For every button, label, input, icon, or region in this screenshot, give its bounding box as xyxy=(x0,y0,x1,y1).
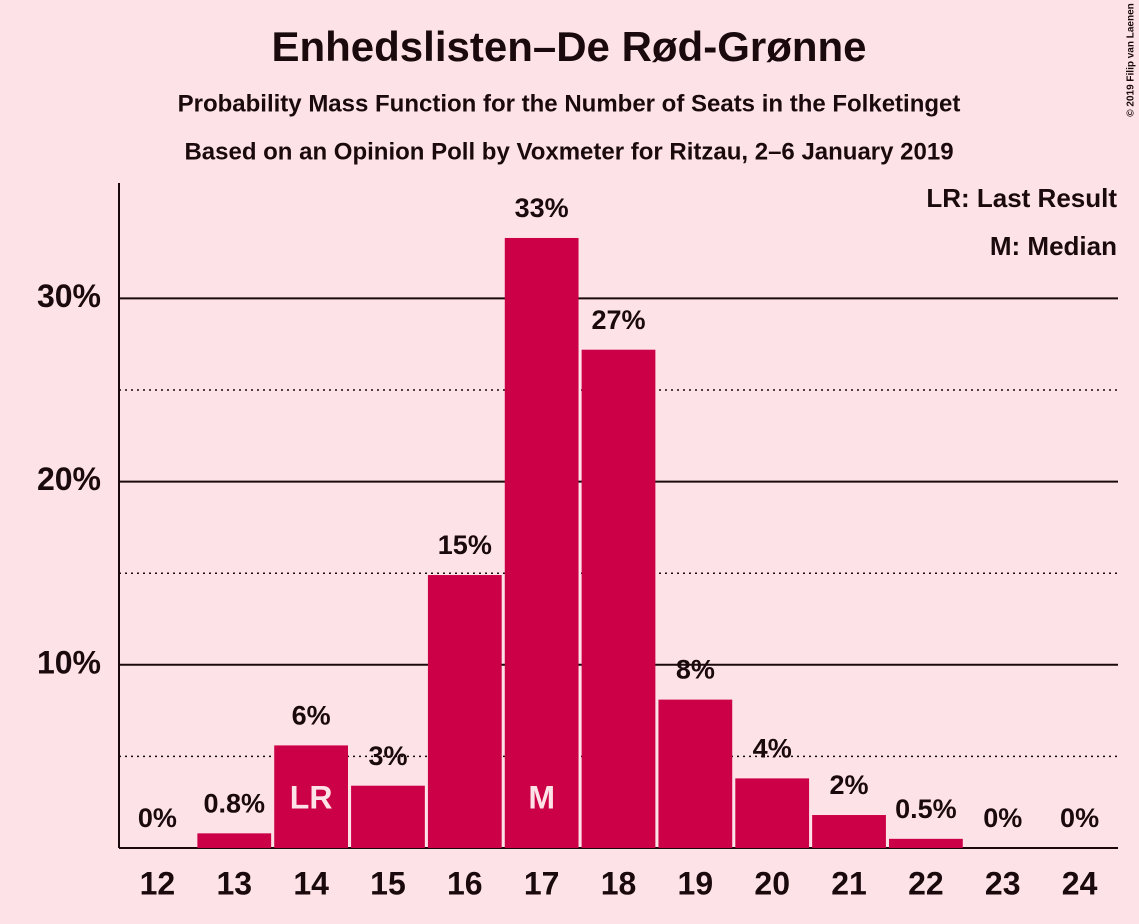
x-tick-label: 12 xyxy=(140,865,176,901)
value-label: 3% xyxy=(368,741,407,771)
bar xyxy=(658,699,733,848)
value-label: 0% xyxy=(138,803,177,833)
value-label: 33% xyxy=(515,193,569,223)
x-tick-label: 22 xyxy=(908,865,944,901)
x-tick-label: 17 xyxy=(524,865,560,901)
x-tick-label: 21 xyxy=(831,865,867,901)
chart-subtitle: Based on an Opinion Poll by Voxmeter for… xyxy=(184,138,953,165)
bar xyxy=(274,745,349,848)
y-tick-label: 10% xyxy=(37,644,101,680)
bar xyxy=(888,838,963,848)
value-label: 0% xyxy=(983,803,1022,833)
value-label: 2% xyxy=(830,770,869,800)
x-tick-label: 18 xyxy=(601,865,637,901)
x-tick-label: 24 xyxy=(1062,865,1098,901)
value-label: 27% xyxy=(591,305,645,335)
x-tick-label: 19 xyxy=(678,865,714,901)
bar-annotation: M xyxy=(528,779,555,815)
value-label: 0% xyxy=(1060,803,1099,833)
value-label: 15% xyxy=(438,530,492,560)
chart-title: Enhedslisten–De Rød-Grønne xyxy=(271,23,866,70)
y-tick-label: 30% xyxy=(37,278,101,314)
bar xyxy=(735,778,810,848)
x-tick-label: 16 xyxy=(447,865,483,901)
x-tick-label: 20 xyxy=(754,865,790,901)
value-label: 0.5% xyxy=(895,794,957,824)
x-tick-label: 13 xyxy=(216,865,252,901)
value-label: 8% xyxy=(676,655,715,685)
legend-entry: M: Median xyxy=(990,231,1117,261)
x-tick-label: 15 xyxy=(370,865,406,901)
bar xyxy=(504,237,579,848)
bar xyxy=(427,575,502,848)
x-tick-label: 23 xyxy=(985,865,1021,901)
y-tick-label: 20% xyxy=(37,461,101,497)
value-label: 6% xyxy=(292,701,331,731)
x-tick-label: 14 xyxy=(293,865,329,901)
legend-entry: LR: Last Result xyxy=(926,183,1117,213)
bar xyxy=(812,815,886,848)
bar xyxy=(581,349,656,848)
credit: © 2019 Filip van Laenen xyxy=(1126,3,1137,117)
bar xyxy=(351,785,425,848)
value-label: 4% xyxy=(753,734,792,764)
value-label: 0.8% xyxy=(203,788,265,818)
bar xyxy=(197,833,272,848)
bar-annotation: LR xyxy=(290,779,333,815)
chart-subtitle: Probability Mass Function for the Number… xyxy=(178,90,961,117)
